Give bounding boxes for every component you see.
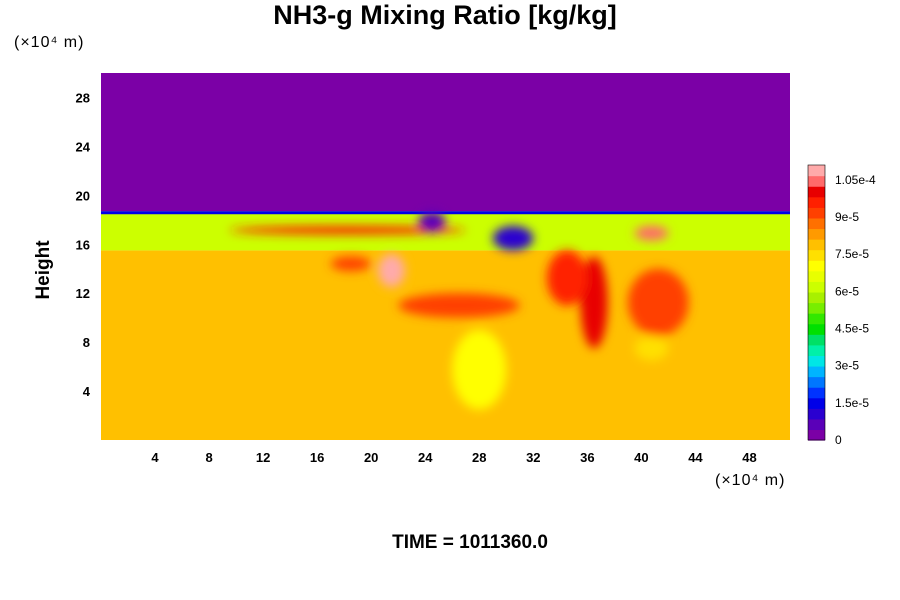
x-tick-label: 40 xyxy=(634,450,648,465)
feature-blob xyxy=(229,225,466,235)
chart-title: NH3-g Mixing Ratio [kg/kg] xyxy=(273,0,617,30)
upper-layer xyxy=(101,73,790,212)
y-axis-unit: (×10⁴ m) xyxy=(14,34,85,51)
colorbar-swatch xyxy=(808,429,825,441)
colorbar-tick-label: 3e-5 xyxy=(835,359,859,373)
colorbar-swatch xyxy=(808,175,825,187)
colorbar-swatch xyxy=(808,302,825,314)
colorbar-swatch xyxy=(808,376,825,388)
features xyxy=(229,211,689,410)
colorbar-swatch xyxy=(808,344,825,356)
colorbar-tick-label: 6e-5 xyxy=(835,284,859,298)
y-tick-label: 4 xyxy=(83,384,91,399)
x-tick-label: 44 xyxy=(688,450,703,465)
feature-blob xyxy=(418,211,446,233)
colorbar-tick-label: 7.5e-5 xyxy=(835,247,869,261)
colorbar-swatch xyxy=(808,397,825,409)
colorbar-swatch xyxy=(808,207,825,219)
colorbar-swatch xyxy=(808,260,825,272)
y-tick-label: 16 xyxy=(76,237,90,252)
feature-blob xyxy=(452,329,507,410)
x-tick-label: 36 xyxy=(580,450,594,465)
feature-blob xyxy=(492,225,534,251)
colorbar-swatch xyxy=(808,387,825,399)
colorbar-swatch xyxy=(808,249,825,261)
colorbar-swatch xyxy=(808,291,825,304)
colorbar-swatch xyxy=(808,418,825,431)
colorbar-tick-label: 4.5e-5 xyxy=(835,322,869,336)
x-tick-label: 16 xyxy=(310,450,324,465)
y-tick-label: 28 xyxy=(76,90,90,105)
colorbar-swatch xyxy=(808,334,825,346)
x-tick-label: 24 xyxy=(418,450,433,465)
colorbar-swatch xyxy=(808,355,825,367)
colorbar-swatch xyxy=(808,217,825,230)
colorbar-swatch xyxy=(808,281,825,293)
colorbar-swatch xyxy=(808,270,825,282)
colorbar-tick-label: 1.05e-4 xyxy=(835,173,876,187)
y-tick-label: 20 xyxy=(76,188,90,203)
x-axis-unit: (×10⁴ m) xyxy=(715,472,786,489)
feature-blob xyxy=(580,256,608,349)
colorbar-swatch xyxy=(808,408,825,420)
feature-blob xyxy=(546,250,588,306)
x-axis-ticks: 4 8 12 16 20 24 28 32 36 40 44 48 xyxy=(151,450,756,465)
y-tick-label: 12 xyxy=(76,286,90,301)
feature-blob xyxy=(398,293,520,318)
feature-blob xyxy=(377,254,405,288)
colorbar-frame xyxy=(807,164,826,441)
colorbar-swatch xyxy=(808,323,825,335)
colorbar-tick-label: 9e-5 xyxy=(835,210,859,224)
feature-blob xyxy=(330,256,372,272)
feature-blob xyxy=(634,225,669,241)
lower-layer xyxy=(101,250,790,440)
feature-blob xyxy=(634,336,669,361)
x-tick-label: 12 xyxy=(256,450,270,465)
colorbar-swatch xyxy=(808,228,825,240)
feature-blob xyxy=(627,268,689,337)
colorbar-swatch xyxy=(808,186,825,198)
y-axis-ticks: 4 8 12 16 20 24 28 xyxy=(76,90,91,399)
x-tick-label: 28 xyxy=(472,450,486,465)
y-tick-label: 8 xyxy=(83,335,90,350)
heatmap-field xyxy=(101,73,790,440)
x-tick-label: 4 xyxy=(151,450,159,465)
colorbar-swatch xyxy=(808,365,825,378)
y-tick-label: 24 xyxy=(76,139,91,154)
colorbar-swatch xyxy=(808,196,825,208)
x-tick-label: 20 xyxy=(364,450,378,465)
colorbar-tick-label: 1.5e-5 xyxy=(835,396,869,410)
colorbar-tick-label: 0 xyxy=(835,433,842,447)
x-tick-label: 8 xyxy=(205,450,212,465)
transition-edge xyxy=(101,211,790,215)
colorbar-swatch xyxy=(808,313,825,325)
time-label: TIME = 1011360.0 xyxy=(392,532,548,553)
colorbar: 0 1.5e-5 3e-5 4.5e-5 6e-5 7.5e-5 9e-5 1.05e-4 xyxy=(807,164,876,447)
x-tick-label: 48 xyxy=(742,450,756,465)
x-tick-label: 32 xyxy=(526,450,540,465)
colorbar-swatch xyxy=(808,165,825,177)
colorbar-swatch xyxy=(808,239,825,251)
